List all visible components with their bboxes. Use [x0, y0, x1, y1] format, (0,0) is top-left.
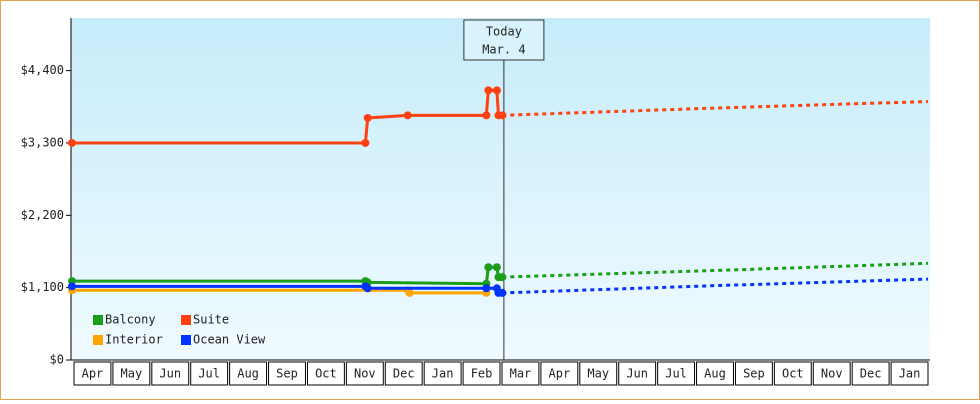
y-tick-label: $1,100 — [21, 280, 64, 294]
month-box — [812, 361, 851, 386]
forecast-line — [502, 100, 929, 117]
x-tick-label: Feb — [471, 367, 493, 381]
month-box — [268, 361, 306, 386]
legend-swatch — [181, 335, 191, 345]
month-box — [345, 361, 384, 386]
legend-label: Suite — [193, 313, 229, 327]
forecast-line — [502, 261, 929, 279]
x-tick-label: Apr — [82, 367, 104, 381]
x-tick-label: Nov — [354, 367, 376, 381]
y-tick-label: $2,200 — [21, 208, 64, 222]
month-box — [306, 361, 345, 386]
month-box — [851, 361, 890, 386]
point — [498, 273, 507, 282]
month-box — [73, 361, 112, 386]
x-tick-label: Nov — [821, 367, 843, 381]
legend-swatch — [93, 315, 103, 325]
month-box — [501, 361, 540, 386]
month-box — [618, 361, 657, 386]
x-tick-label: Jul — [198, 367, 220, 381]
legend-swatch — [93, 335, 103, 345]
x-tick-label: Mar — [510, 367, 532, 381]
month-box — [579, 361, 618, 386]
x-tick-label: Apr — [549, 367, 571, 381]
forecast-line — [502, 277, 929, 295]
point — [498, 288, 507, 297]
point — [492, 86, 501, 95]
y-tick-label: $0 — [50, 353, 64, 367]
x-tick-label: Dec — [860, 367, 882, 381]
month-box — [151, 361, 190, 386]
point — [492, 263, 501, 272]
y-tick-label: $4,400 — [21, 63, 64, 77]
x-tick-label: Sep — [743, 367, 765, 381]
x-tick-label: Jul — [665, 367, 687, 381]
point — [403, 111, 412, 120]
month-box — [423, 361, 462, 386]
month-box — [540, 361, 579, 386]
x-tick-label: May — [121, 367, 143, 381]
x-tick-label: Jun — [159, 367, 181, 381]
today-date: Mar. 4 — [482, 43, 525, 57]
point — [363, 284, 372, 293]
x-tick-label: Jan — [899, 367, 921, 381]
month-box — [112, 361, 151, 386]
point — [405, 288, 414, 297]
today-box — [463, 19, 545, 61]
month-box — [657, 361, 696, 386]
point — [68, 138, 76, 147]
month-box — [190, 361, 229, 386]
x-tick-label: Oct — [315, 367, 337, 381]
point — [484, 263, 493, 272]
x-tick-label: Dec — [393, 367, 415, 381]
point — [68, 282, 76, 291]
month-box — [384, 361, 423, 386]
x-tick-label: Oct — [782, 367, 804, 381]
legend-label: Interior — [105, 333, 163, 347]
plot-area — [71, 18, 930, 360]
legend-swatch — [181, 315, 191, 325]
x-tick-label: Aug — [704, 367, 726, 381]
month-box — [773, 361, 812, 386]
month-box — [734, 361, 773, 386]
x-tick-label: Jun — [626, 367, 648, 381]
legend-label: Balcony — [105, 313, 156, 327]
x-tick-label: Aug — [237, 367, 259, 381]
point — [361, 138, 370, 147]
x-tick-label: Jan — [432, 367, 454, 381]
month-box — [462, 361, 501, 386]
point — [484, 86, 493, 95]
x-tick-label: Sep — [276, 367, 298, 381]
month-box — [696, 361, 734, 386]
y-tick-label: $3,300 — [21, 135, 64, 149]
month-box — [890, 361, 929, 386]
month-box — [229, 361, 268, 386]
point — [363, 113, 372, 122]
point — [498, 111, 507, 120]
legend-label: Ocean View — [193, 333, 266, 347]
today-label: Today — [486, 25, 522, 39]
x-tick-label: May — [587, 367, 609, 381]
point — [482, 284, 491, 293]
point — [482, 111, 491, 120]
